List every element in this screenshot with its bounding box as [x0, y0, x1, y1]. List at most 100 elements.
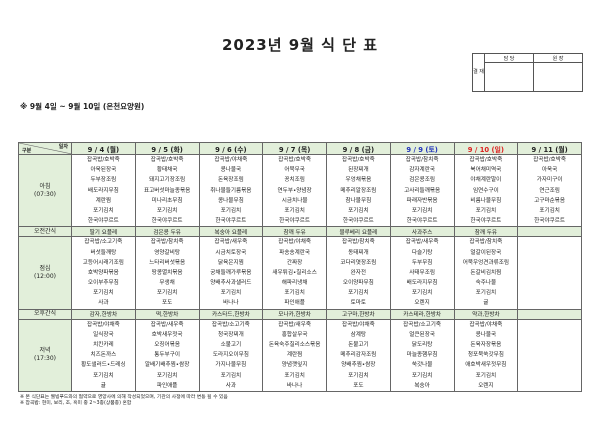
- menu-table: 일자 구분 9 / 4 (월) 9 / 5 (화) 9 / 6 (수) 9 / 7 (…: [18, 142, 582, 392]
- meal-cell: 잡곡밥/참치죽 감자계란국 검은콩조림 고사리들깨볶음 파래자반볶음 포기김치 한국야쿠르트: [389, 154, 455, 228]
- day-header: 9 / 7 (목): [262, 142, 327, 155]
- meal-cell: 잡곡밥/호박죽 아욱된장국 두부장조림 배도라지무침 계란찜 포기김치 한국야쿠르트: [71, 154, 136, 228]
- menu-item: 삼계탕: [350, 331, 367, 338]
- menu-item: 잡곡밥/새우죽: [405, 239, 439, 246]
- meal-cell: 잡곡밥/호박죽 된장찌개 우엉채볶음 메추리알장조림 참나물무침 포기김치 한국야쿠르트: [326, 154, 391, 228]
- day-header: 9 / 10 (일): [453, 142, 519, 155]
- meal-cell: 잡곡밥/참치죽 얼갈이된장국 어묵우엉견과류조림 돈갈비김치찜 숙주나물 포기김치 귤: [453, 236, 519, 310]
- meal-cell: 잡곡밥/야채죽 일식장국 치킨카레 치즈돈까스 황도샐러드•드레싱 포기김치 귤: [71, 319, 136, 392]
- menu-item: 한국야쿠르트: [470, 218, 502, 225]
- menu-item: 청국장찌개: [218, 331, 244, 338]
- menu-item: 느타리버섯볶음: [149, 259, 186, 266]
- menu-item: 북어채미역국: [470, 167, 502, 174]
- snack-cell: 약과,한방차: [453, 308, 519, 320]
- menu-item: 오렌지: [414, 300, 430, 307]
- menu-item: 한국야쿠르트: [342, 218, 374, 225]
- menu-item: 포기김치: [411, 207, 433, 214]
- snack-cell: 참깨 두유: [453, 226, 519, 238]
- menu-item: 고사리들깨볶음: [404, 187, 441, 194]
- day-header: 9 / 8 (금): [326, 142, 391, 155]
- menu-item: 호박새우젓국: [151, 331, 183, 338]
- meal-cell: 잡곡밥/새우죽 다슬기탕 두부무침 사태무조림 배도라지무침 포기김치 오렌지: [389, 236, 455, 310]
- menu-item: 일식장국: [93, 331, 114, 338]
- menu-item: 완자전: [350, 269, 367, 276]
- menu-item: 땅콩멸치볶음: [151, 269, 183, 276]
- menu-item: 포기김치: [220, 207, 242, 214]
- meal-cell: 잡곡밥/참치죽 영양갈비탕 느타리버섯볶음 땅콩멸치볶음 무생채 포기김치 포도: [134, 236, 200, 310]
- menu-item: 된장찌개: [348, 167, 369, 174]
- snack-cell: 카스타드,한방차: [198, 308, 264, 320]
- menu-item: 잡곡밥/야채죽: [214, 157, 248, 163]
- menu-item: 영양갈비탕: [154, 249, 180, 256]
- menu-item: 포기김치: [411, 290, 433, 297]
- row-label-line: 아침: [39, 182, 51, 190]
- menu-item: 가지나물무침: [215, 362, 247, 369]
- menu-item: 사과: [98, 300, 109, 307]
- menu-item: 숙주나물: [475, 280, 497, 287]
- menu-item: 얼갈이된장국: [470, 249, 502, 256]
- menu-item: 돈육자장볶음: [470, 342, 502, 348]
- menu-item: [519, 381, 581, 391]
- approval-sign-director: [533, 62, 583, 92]
- menu-item: 콩나물국: [475, 331, 497, 338]
- meal-cell: [517, 236, 582, 310]
- menu-item: 해파리냉채: [281, 280, 308, 287]
- menu-item: 홍합살무국: [281, 331, 308, 338]
- menu-item: [519, 340, 581, 350]
- menu-item: 양배추찜•쌈장: [341, 362, 376, 369]
- menu-item: 다슬기탕: [411, 249, 433, 256]
- footnote: ※ 잡곡밥: 현미, 보리, 조, 흑미 중 2~3종(상품종) 혼합: [20, 401, 132, 406]
- menu-item: 콩나물국: [220, 167, 242, 174]
- menu-item: 포기김치: [156, 290, 178, 297]
- menu-item: [519, 288, 581, 298]
- snack-cell: 사과주스: [389, 226, 455, 238]
- page-title: 2023년 9월 식 단 표: [221, 36, 379, 54]
- menu-item: [519, 278, 581, 288]
- meal-cell: 잡곡밥/새우죽 홍합살무국 돈육숙주칠리소스볶음 계란찜 양념깻잎지 포기김치 바나나: [262, 319, 327, 392]
- snack-cell: 검은콩 두유: [134, 226, 200, 238]
- menu-item: 돈육장조림: [218, 177, 244, 184]
- menu-item: 한국야쿠르트: [151, 218, 183, 225]
- approval-label: 결 재: [472, 53, 485, 92]
- row-label-line: (17:30): [34, 355, 56, 363]
- menu-item: 파인애플: [284, 300, 305, 307]
- menu-item: 잡곡밥/새우죽: [150, 321, 184, 328]
- menu-item: 시금치토장국: [215, 249, 247, 256]
- menu-item: 포기김치: [348, 372, 369, 379]
- menu-item: 돈육숙주칠리소스볶음: [268, 342, 321, 348]
- meal-cell: [517, 319, 582, 392]
- menu-item: 포기김치: [284, 372, 305, 379]
- meal-cell: 잡곡밥/소고기죽 버섯들깨탕 고등어시래기조림 호박양파볶음 오이부추무침 포기김치 사과: [71, 236, 136, 310]
- menu-item: 얼큰된장국: [409, 331, 435, 338]
- menu-item: 검은콩조림: [409, 177, 435, 184]
- menu-item: 포기김치: [284, 290, 305, 297]
- row-label: 아침 (07:30): [18, 154, 72, 228]
- snack-row: 오전간식 딸기 요플레 검은콩 두유 복숭아 요플레 참깨 두유 블루베리 요플레 사과주스…: [18, 226, 582, 238]
- snack-cell: 복숭아 요플레: [198, 226, 264, 238]
- meal-cell: 잡곡밥/새우죽 호박새우젓국 오징어볶음 통두부구이 알배기배추찜•쌈장 포기김치 파인애플: [134, 319, 200, 392]
- menu-item: [519, 360, 581, 370]
- menu-item: 잡곡밥/호박죽: [86, 157, 120, 163]
- corner-date-label: 일자: [58, 144, 68, 150]
- menu-item: 잡곡밥/야채죽: [469, 321, 503, 328]
- meal-cell: 잡곡밥/새우죽 시금치토장국 닭육은지찜 궁채들깨가루볶음 양배추사과샐러드 포기김치 바나…: [198, 236, 264, 310]
- row-label-line: 오후간식: [33, 310, 57, 318]
- menu-item: 잡곡밥/참치죽: [469, 239, 503, 246]
- menu-item: 두부무침: [411, 259, 433, 266]
- menu-item: 버섯들깨탕: [90, 249, 117, 256]
- menu-item: 계란찜: [286, 352, 303, 359]
- menu-item: 포기김치: [475, 372, 497, 379]
- menu-item: 잡곡밥/새우죽: [278, 321, 311, 328]
- menu-item: 통두부구이: [154, 352, 180, 359]
- menu-item: 잡곡밥/호박죽: [150, 157, 184, 163]
- corner-category-label: 구분: [22, 148, 32, 154]
- menu-item: 어묵우엉견과류조림: [462, 259, 510, 266]
- snack-cell: 참깨 두유: [262, 226, 327, 238]
- menu-item: 포기김치: [475, 207, 497, 214]
- meal-cell: 잡곡밥/야채죽 콩나물국 돈육장조림 취나물들기름볶음 콩나물무침 포기김치 한국야쿠르트: [198, 154, 264, 228]
- meal-row: 점심 (12:00) 잡곡밥/소고기죽 버섯들깨탕 고등어시래기조림 호박양파볶음 오이부추…: [18, 236, 582, 310]
- meal-cell: 잡곡밥/호박죽 북어채미역국 야채계란말이 임연수구이 비름나물무침 포기김치 한국야쿠르트: [453, 154, 519, 228]
- menu-item: 잡곡밥/참치죽: [405, 157, 439, 163]
- menu-item: 파래자반볶음: [406, 197, 438, 204]
- menu-item: 애호박새우젓무침: [465, 362, 507, 369]
